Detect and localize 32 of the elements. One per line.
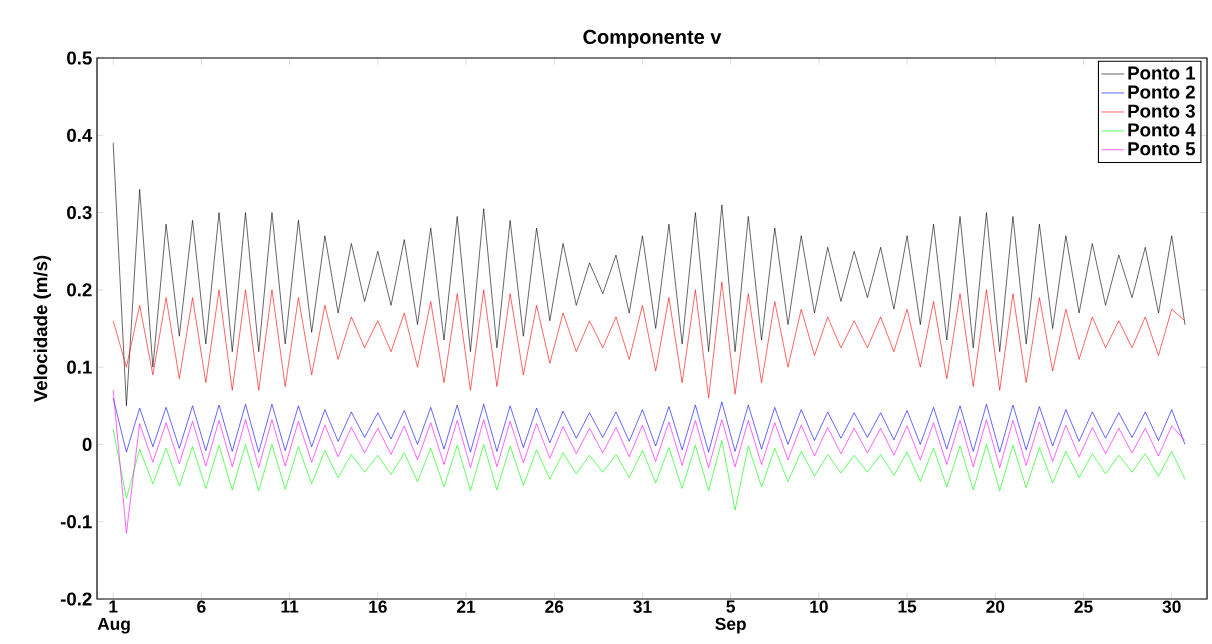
x-tick-label: 15 <box>898 600 917 613</box>
y-tick-label: 0.3 <box>67 205 92 220</box>
legend-label: Ponto 2 <box>1128 85 1195 99</box>
y-tick-label: 0.5 <box>67 51 92 65</box>
x-tick-label: 1 Aug <box>97 600 130 634</box>
line-series <box>112 428 1186 511</box>
line-series <box>112 142 1186 407</box>
line-series <box>112 390 1186 534</box>
x-tick-label: 25 <box>1074 600 1093 613</box>
line-series <box>112 281 1186 399</box>
x-tick-label: 6 <box>197 600 206 613</box>
x-tick-label: 20 <box>986 600 1005 613</box>
chart-title: Componente v <box>583 29 722 48</box>
y-tick-label: -0.2 <box>60 592 92 606</box>
x-tick-label: 16 <box>369 600 387 613</box>
x-tick-label: 31 <box>633 600 652 613</box>
x-tick-label: 30 <box>1162 600 1181 613</box>
x-tick-label: 11 <box>281 600 299 613</box>
x-tick-label: 21 <box>457 600 476 613</box>
y-tick-label: 0.1 <box>67 360 92 374</box>
y-tick-label: 0.4 <box>67 128 93 142</box>
x-tick-label: 10 <box>810 600 828 613</box>
legend-label: Ponto 5 <box>1128 142 1196 156</box>
x-tick-label: 5 Sep <box>715 600 746 634</box>
legend-label: Ponto 1 <box>1128 66 1196 80</box>
y-tick-label: -0.1 <box>60 515 92 529</box>
legend-label: Ponto 3 <box>1128 104 1195 118</box>
legend-label: Ponto 4 <box>1128 123 1196 137</box>
y-tick-label: 0 <box>82 437 92 452</box>
y-axis-title: Velocidade (m/s) <box>33 255 51 403</box>
y-tick-label: 0.2 <box>67 283 92 297</box>
x-tick-label: 26 <box>545 600 564 613</box>
